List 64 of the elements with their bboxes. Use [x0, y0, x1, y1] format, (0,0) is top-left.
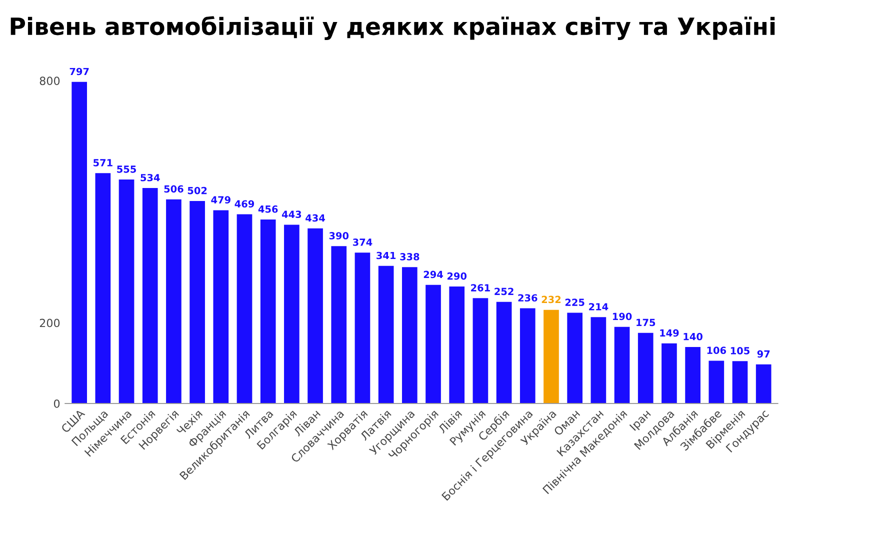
data-label: 149 — [660, 329, 679, 337]
bar — [402, 267, 418, 404]
data-label: 797 — [70, 68, 89, 76]
data-label: 261 — [471, 284, 490, 292]
data-label: 175 — [636, 318, 656, 326]
data-label: 502 — [188, 186, 207, 194]
bar — [708, 360, 724, 404]
data-label: 341 — [376, 252, 396, 260]
data-label: 390 — [329, 232, 349, 240]
bar — [567, 312, 583, 404]
data-label: 190 — [612, 312, 632, 320]
bar — [354, 252, 370, 404]
bar — [614, 326, 630, 404]
data-label: 236 — [518, 294, 538, 302]
bar — [544, 310, 559, 404]
data-label: 456 — [258, 205, 278, 213]
data-label: 290 — [447, 272, 467, 280]
data-label: 106 — [707, 346, 726, 354]
bar — [520, 308, 536, 404]
bar — [260, 220, 276, 404]
bar — [590, 317, 606, 404]
data-label: 338 — [400, 253, 420, 260]
data-label: 434 — [306, 214, 325, 222]
bar — [472, 298, 488, 404]
data-label: 555 — [117, 166, 136, 173]
data-label: 294 — [424, 270, 443, 278]
bar — [236, 214, 252, 404]
bar — [95, 173, 111, 404]
data-label: 140 — [684, 332, 702, 340]
data-label: 225 — [565, 298, 584, 306]
data-label: 232 — [542, 296, 561, 304]
bar — [118, 180, 134, 404]
y-tick-label: 200 — [40, 318, 60, 328]
bar — [190, 200, 205, 404]
data-label: 571 — [94, 159, 112, 166]
data-label: 479 — [211, 196, 230, 204]
bar — [496, 302, 512, 404]
bar — [449, 286, 465, 404]
y-tick-label: 800 — [40, 76, 60, 86]
data-label: 105 — [730, 347, 750, 354]
bar — [213, 210, 229, 404]
data-label: 374 — [352, 238, 372, 246]
bar — [308, 228, 323, 404]
bar — [142, 188, 158, 404]
bar — [662, 343, 677, 404]
bar — [732, 361, 748, 404]
bar — [331, 246, 347, 404]
bar — [685, 347, 700, 404]
bar — [426, 284, 441, 404]
bar — [166, 199, 182, 404]
data-label: 443 — [282, 210, 302, 218]
data-label: 469 — [234, 200, 254, 208]
chart-title: Рівень автомобілізації у деяких країнах світу та Україні — [10, 16, 775, 40]
bar — [756, 364, 772, 404]
bar — [72, 82, 87, 404]
data-label: 252 — [494, 288, 514, 296]
bar — [378, 266, 394, 404]
bar — [638, 332, 654, 404]
y-tick-label: 0 — [54, 399, 60, 408]
data-label: 534 — [140, 174, 160, 182]
data-label: 97 — [757, 350, 770, 358]
data-label: 214 — [589, 303, 608, 310]
data-label: 506 — [164, 185, 184, 193]
bar — [284, 224, 300, 404]
